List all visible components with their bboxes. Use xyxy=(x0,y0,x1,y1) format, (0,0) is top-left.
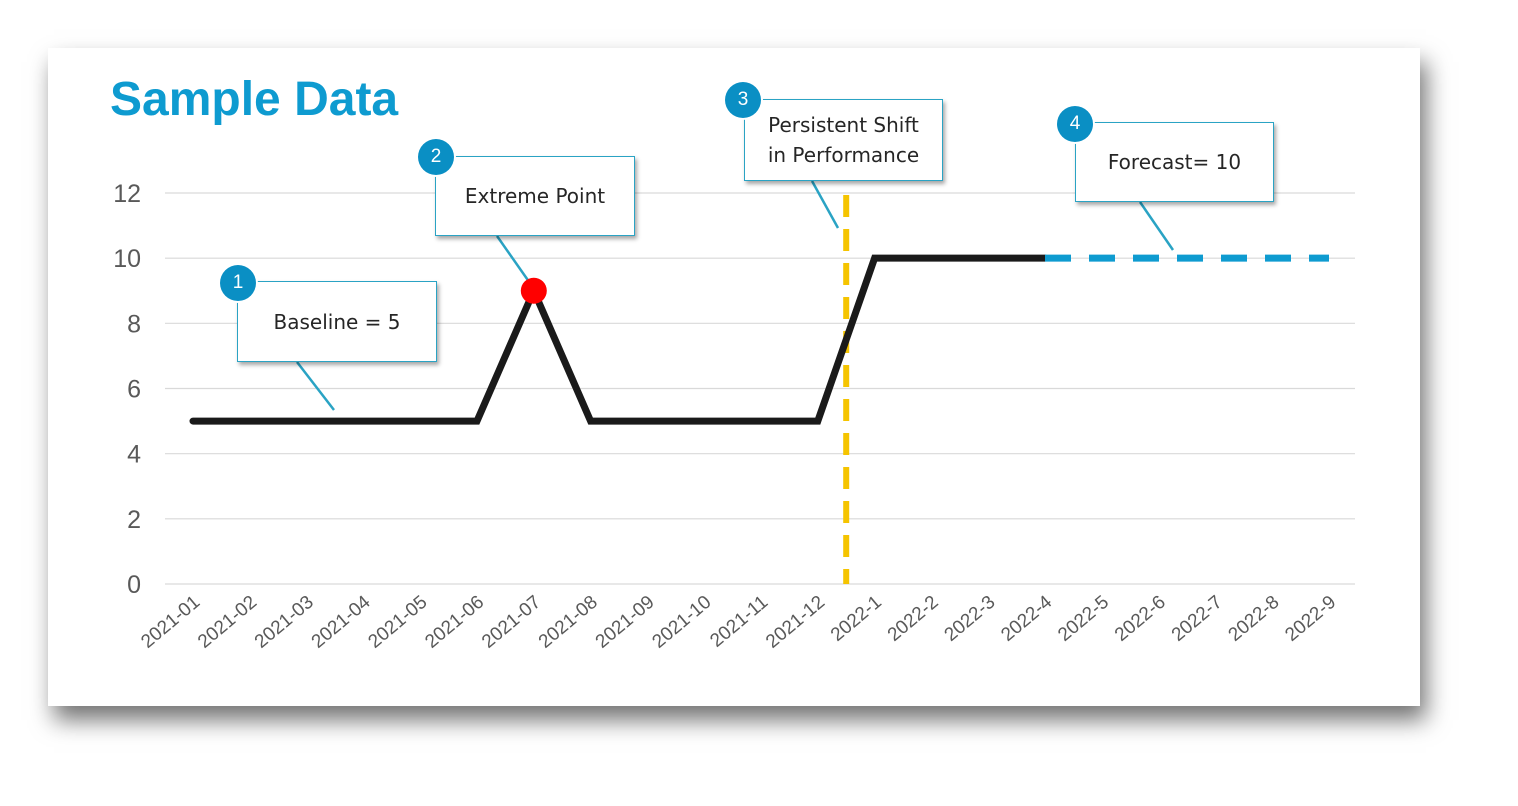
x-tick-label: 2022-3 xyxy=(941,592,1000,646)
gridlines xyxy=(165,192,1355,585)
y-tick-label: 6 xyxy=(127,376,141,404)
x-tick-label: 2022-7 xyxy=(1168,592,1227,646)
chart-title: Sample Data xyxy=(110,73,399,126)
y-tick-label: 10 xyxy=(113,245,141,273)
x-tick-label: 2021-08 xyxy=(535,592,602,653)
y-tick-label: 12 xyxy=(113,180,141,208)
x-tick-label: 2021-12 xyxy=(762,592,829,653)
callout-badge-2: 2 xyxy=(418,139,454,175)
callout-badge-3: 3 xyxy=(725,82,761,118)
x-tick-label: 2021-01 xyxy=(137,592,204,653)
x-tick-label: 2022-6 xyxy=(1111,592,1170,646)
y-tick-label: 8 xyxy=(127,310,141,338)
x-tick-label: 2021-02 xyxy=(194,592,261,653)
callout-extreme-point-text: Extreme Point xyxy=(464,184,606,208)
callout-persistent-shift: Persistent Shift in Performance xyxy=(744,99,943,181)
callout-badge-4-number: 4 xyxy=(1069,113,1081,134)
x-tick-label: 2022-8 xyxy=(1225,592,1284,646)
x-tick-label: 2022-2 xyxy=(884,592,943,646)
x-tick-label: 2021-10 xyxy=(648,592,715,653)
x-tick-label: 2021-05 xyxy=(364,592,431,653)
callout-baseline: Baseline = 5 xyxy=(237,281,437,362)
callout-leader-2 xyxy=(495,235,534,287)
x-tick-label: 2022-5 xyxy=(1054,592,1113,646)
callout-forecast-text: Forecast= 10 xyxy=(1107,150,1242,174)
x-tick-label: 2021-11 xyxy=(706,592,772,652)
callout-persistent-shift-text: Persistent Shift in Performance xyxy=(767,113,920,167)
callout-leader-3 xyxy=(810,180,840,229)
x-tick-label: 2021-04 xyxy=(308,591,375,652)
series-lines xyxy=(189,195,1330,584)
callout-baseline-text: Baseline = 5 xyxy=(273,309,401,334)
callout-badge-3-number: 3 xyxy=(737,89,749,110)
x-tick-label: 2022-1 xyxy=(827,592,886,646)
x-tick-label: 2022-4 xyxy=(997,591,1056,645)
x-tick-label: 2021-03 xyxy=(251,592,318,653)
callout-badge-2-number: 2 xyxy=(430,146,442,167)
callout-extreme-point: Extreme Point xyxy=(435,156,635,236)
x-tick-label: 2021-09 xyxy=(592,592,659,653)
callout-leader-1 xyxy=(296,361,335,411)
y-tick-label: 4 xyxy=(127,441,141,469)
callout-leaders xyxy=(296,180,1175,411)
y-axis-ticks: 0 2 4 6 8 10 12 xyxy=(113,180,141,599)
callout-badge-1: 1 xyxy=(220,265,256,301)
extreme-point-marker xyxy=(520,277,547,304)
callout-badge-1-number: 1 xyxy=(232,272,244,293)
x-tick-label: 2021-07 xyxy=(478,592,545,653)
y-tick-label: 2 xyxy=(127,506,141,534)
actual-series-line xyxy=(189,254,1049,425)
x-axis-ticks: 2021-012021-022021-032021-042021-052021-… xyxy=(137,591,1340,652)
x-tick-label: 2022-9 xyxy=(1281,592,1340,646)
callout-badge-4: 4 xyxy=(1057,106,1093,142)
x-tick-label: 2021-06 xyxy=(421,592,488,653)
y-tick-label: 0 xyxy=(127,571,141,599)
callout-leader-4 xyxy=(1138,201,1175,251)
callout-forecast: Forecast= 10 xyxy=(1075,122,1274,202)
